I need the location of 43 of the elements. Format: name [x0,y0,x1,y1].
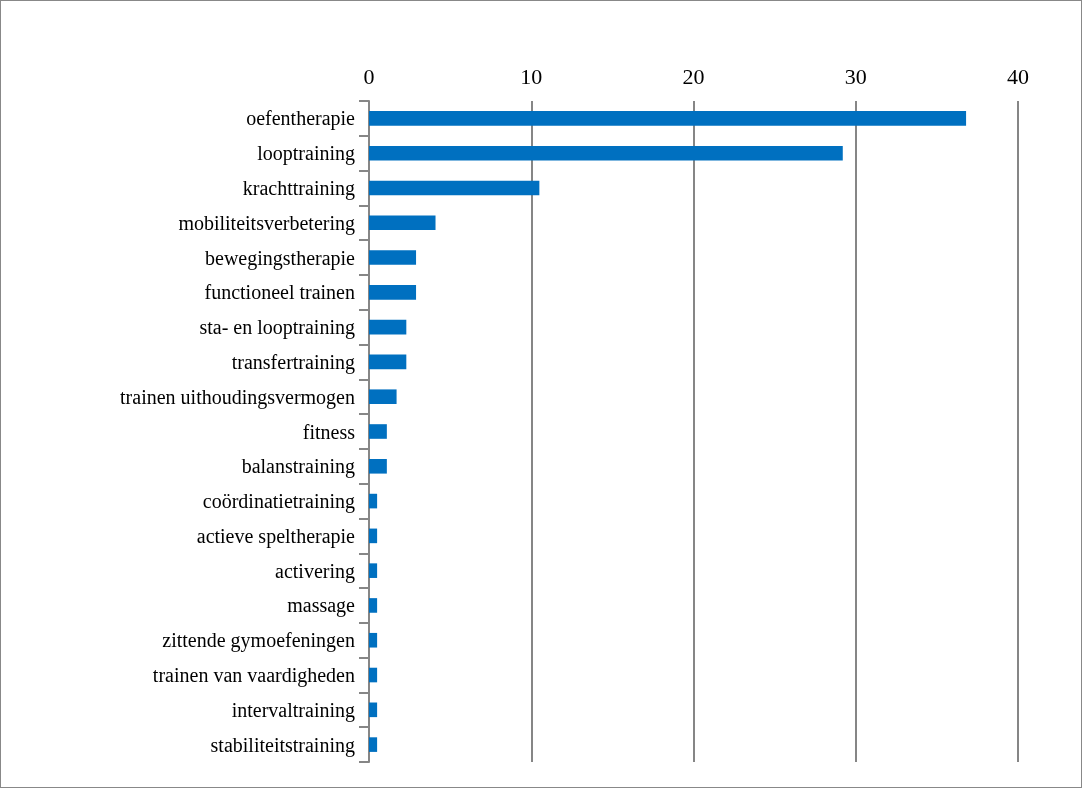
y-tick-label: coördinatietraining [202,490,355,514]
y-tick-label: zittende gymoefeningen [162,629,355,653]
x-tick-label: 30 [844,63,867,89]
y-tick-label: activering [275,559,355,583]
bar [369,285,417,300]
x-tick-label: 10 [520,63,543,89]
y-tick-label: actieve speltherapie [196,524,356,548]
bar [369,424,387,439]
bar [369,180,540,196]
y-tick-label: transfertraining [231,350,355,374]
y-tick-label: massage [287,594,356,618]
y-tick-label: functioneel trainen [204,281,355,304]
y-tick-label: trainen van vaardigheden [152,664,355,688]
bar [369,493,378,509]
y-tick-label: bewegingstherapie [205,246,356,270]
bar [369,737,378,752]
y-tick-label: sta- en looptraining [199,316,355,340]
bar [369,667,378,683]
y-tick-label: krachttraining [242,176,355,200]
bar [369,563,378,578]
x-tick-label: 20 [682,63,705,89]
y-tick-label: stabiliteitstraining [210,733,355,757]
bar [369,145,843,161]
y-tick-label: balanstraining [241,455,355,479]
y-tick-label: looptraining [257,142,355,166]
bar [369,702,378,718]
bar [369,111,967,126]
y-tick-label: trainen uithoudingsvermogen [120,385,355,409]
bar [369,632,378,648]
bar [369,354,407,370]
bar [369,250,417,265]
y-tick-label: oefentherapie [246,107,356,131]
bar [369,215,436,231]
x-tick-label: 0 [363,63,375,89]
y-tick-label: mobiliteitsverbetering [178,211,355,235]
y-tick-label: fitness [302,420,356,443]
bar [369,528,378,544]
x-tick-label: 40 [1007,63,1029,89]
y-tick-label: intervaltraining [231,698,355,722]
bar [369,319,407,335]
bar [369,458,387,474]
bar [369,389,397,405]
bar [369,598,378,613]
